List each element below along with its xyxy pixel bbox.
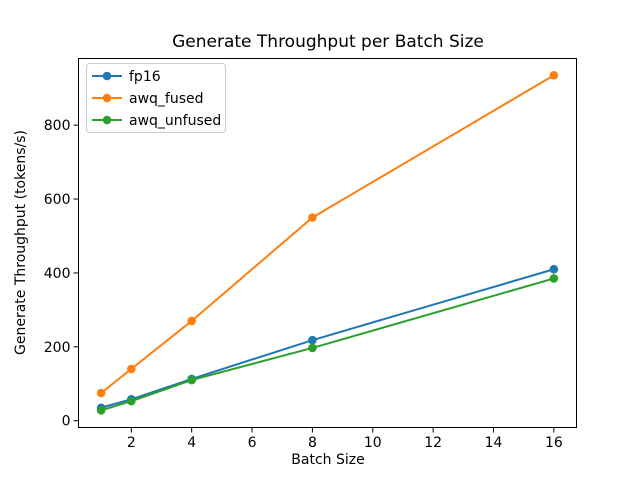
- data-point: [127, 396, 136, 406]
- legend-marker: [102, 93, 112, 103]
- x-tick-label: 12: [424, 435, 442, 451]
- series-awq_unfused: [96, 274, 559, 415]
- x-tick-label: 10: [364, 435, 382, 451]
- x-tick-label: 2: [127, 435, 136, 451]
- series-line: [100, 277, 555, 412]
- data-point: [549, 274, 559, 283]
- x-tick-label: 8: [308, 435, 317, 451]
- y-tick-label: 600: [44, 192, 71, 208]
- y-tick-label: 400: [44, 266, 71, 282]
- y-tick-label: 0: [62, 414, 71, 430]
- legend: fp16 awq_fused awq_unfused: [86, 63, 226, 133]
- data-point: [308, 335, 317, 345]
- x-tick-label: 4: [187, 435, 196, 451]
- legend-marker: [102, 115, 112, 125]
- y-tick-label: 200: [44, 340, 71, 356]
- x-tick-label: 14: [485, 435, 503, 451]
- x-tick-label: 16: [545, 435, 563, 451]
- y-tick-label: 800: [44, 118, 71, 134]
- data-point: [308, 343, 317, 353]
- x-axis-label: Batch Size: [291, 452, 365, 468]
- legend-label: fp16: [129, 69, 161, 85]
- data-point: [549, 70, 559, 80]
- data-point: [187, 316, 196, 326]
- legend-marker: [102, 71, 112, 81]
- data-point: [96, 388, 106, 398]
- series-awq_fused: [96, 70, 559, 398]
- x-tick-label: 6: [248, 435, 257, 451]
- legend-label: awq_fused: [129, 91, 204, 107]
- legend-label: awq_unfused: [129, 113, 221, 129]
- axes-frame: [78, 58, 577, 428]
- data-point: [549, 264, 559, 274]
- legend-frame: [86, 63, 226, 133]
- data-point: [187, 375, 196, 385]
- data-point: [308, 213, 317, 222]
- data-point: [96, 406, 106, 415]
- chart-title: Generate Throughput per Batch Size: [172, 32, 484, 52]
- data-point: [127, 364, 136, 374]
